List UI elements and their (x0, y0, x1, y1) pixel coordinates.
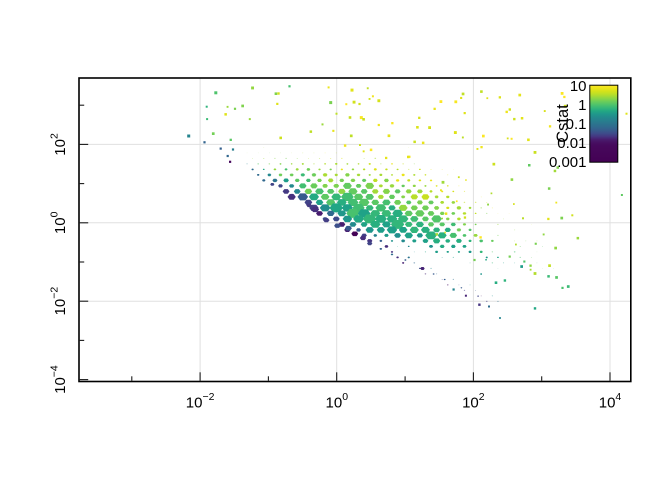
svg-text:−2: −2 (49, 287, 61, 299)
svg-text:2: 2 (49, 133, 61, 139)
svg-text:10: 10 (462, 394, 479, 411)
svg-text:0.01: 0.01 (557, 135, 586, 152)
svg-text:10: 10 (52, 377, 69, 394)
svg-text:4: 4 (615, 391, 621, 403)
svg-text:10: 10 (570, 78, 587, 95)
svg-text:0.001: 0.001 (549, 154, 587, 171)
svg-text:1: 1 (578, 97, 586, 114)
svg-text:Cstat: Cstat (554, 104, 572, 143)
svg-text:10: 10 (52, 217, 69, 234)
svg-text:−4: −4 (49, 365, 61, 377)
svg-text:−2: −2 (203, 391, 215, 403)
svg-text:2: 2 (479, 391, 485, 403)
svg-text:10: 10 (326, 394, 343, 411)
svg-text:0: 0 (342, 391, 348, 403)
svg-text:0: 0 (49, 211, 61, 217)
svg-text:10: 10 (186, 394, 203, 411)
svg-text:10: 10 (599, 394, 616, 411)
svg-text:10: 10 (52, 299, 69, 316)
svg-text:0.1: 0.1 (566, 116, 587, 133)
svg-text:10: 10 (52, 139, 69, 156)
